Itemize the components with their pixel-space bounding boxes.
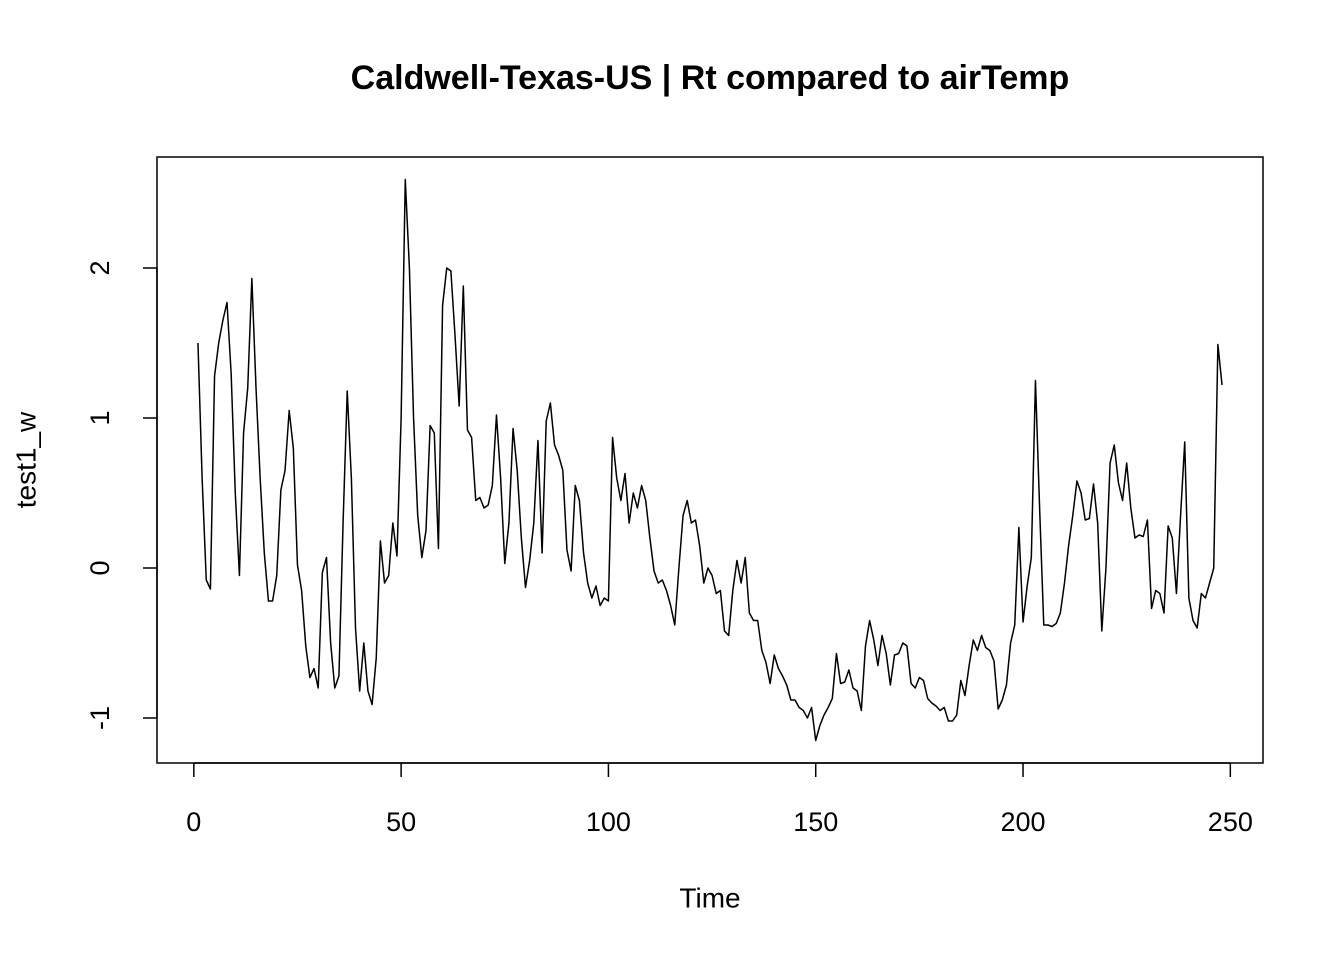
plot-box xyxy=(156,156,1264,764)
x-tick-label: 50 xyxy=(386,807,416,837)
y-axis-label: test1_w xyxy=(10,411,41,508)
x-tick-label: 0 xyxy=(186,807,201,837)
x-axis-label: Time xyxy=(679,882,740,913)
y-tick-label: 1 xyxy=(85,410,115,425)
x-tick-label: 150 xyxy=(793,807,838,837)
chart-title: Caldwell-Texas-US | Rt compared to airTe… xyxy=(351,59,1070,97)
x-tick-label: 200 xyxy=(1000,807,1045,837)
y-tick-label: 2 xyxy=(85,260,115,275)
y-tick-label: -1 xyxy=(85,706,115,730)
y-tick-label: 0 xyxy=(85,560,115,575)
x-tick-label: 100 xyxy=(586,807,631,837)
data-line xyxy=(197,178,1223,742)
x-tick-label: 250 xyxy=(1208,807,1253,837)
